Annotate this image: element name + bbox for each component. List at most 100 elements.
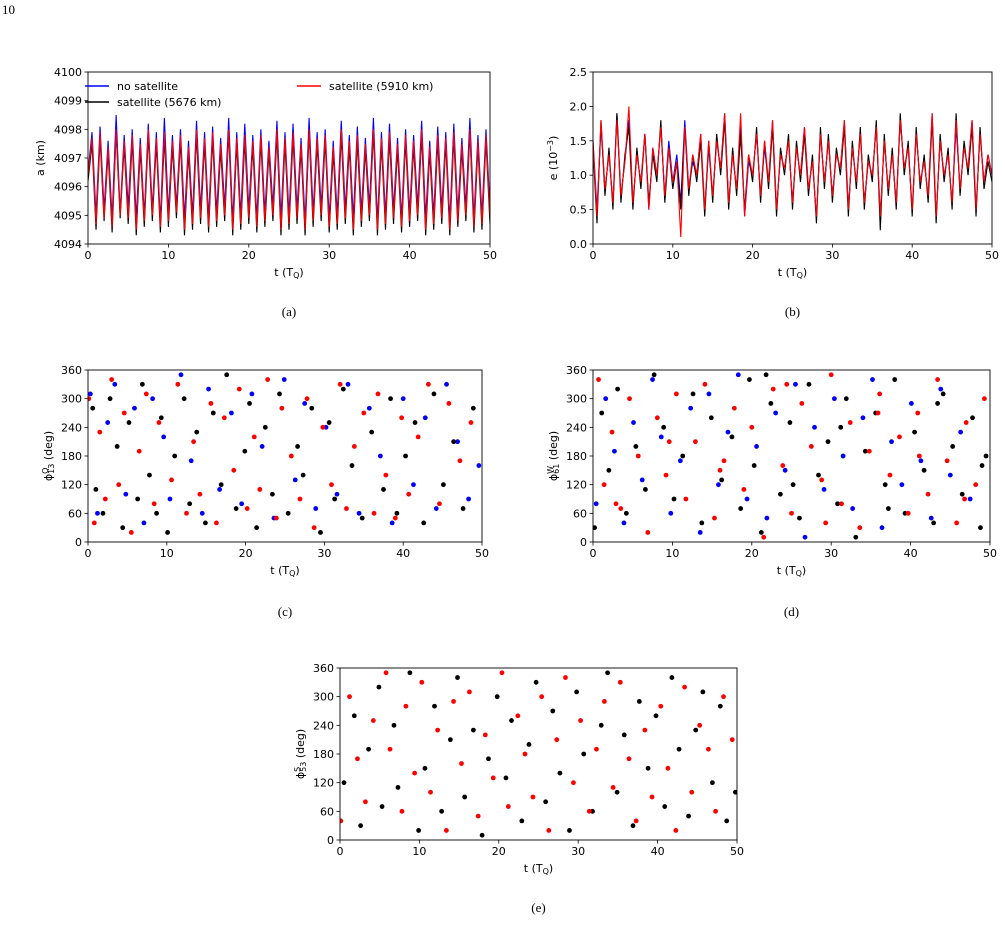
- point: [729, 434, 735, 440]
- y-tick-label: 0: [327, 834, 334, 847]
- y-tick-label: 300: [61, 393, 82, 406]
- point: [627, 396, 632, 402]
- point: [231, 467, 237, 473]
- x-tick-label: 0: [590, 249, 597, 262]
- point: [169, 477, 174, 483]
- point: [594, 746, 599, 752]
- y-tick-label: 2.5: [570, 66, 588, 79]
- point: [167, 496, 173, 502]
- figure-caption: (d): [784, 604, 799, 619]
- point: [151, 501, 157, 507]
- point: [940, 391, 946, 397]
- point: [671, 496, 677, 502]
- point: [460, 506, 466, 511]
- y-tick-label: 2.0: [570, 100, 588, 113]
- point: [729, 737, 735, 743]
- point: [816, 472, 821, 478]
- point: [970, 415, 975, 421]
- point: [88, 391, 93, 397]
- point: [132, 405, 137, 411]
- x-tick-label: 30: [824, 547, 838, 560]
- point: [721, 694, 726, 700]
- point: [892, 377, 898, 382]
- x-tick-label: 10: [666, 249, 680, 262]
- point: [415, 434, 421, 440]
- point: [318, 530, 323, 535]
- label-part: 13: [47, 464, 56, 474]
- point: [840, 453, 846, 459]
- point: [599, 410, 605, 416]
- point: [782, 467, 788, 473]
- point: [680, 453, 686, 459]
- point: [165, 530, 170, 535]
- point: [623, 510, 629, 516]
- point: [347, 694, 352, 700]
- point: [950, 444, 956, 449]
- point: [780, 463, 786, 468]
- point: [709, 780, 715, 786]
- point: [530, 794, 536, 800]
- point: [389, 520, 395, 526]
- point: [172, 453, 178, 459]
- point: [371, 510, 377, 516]
- point: [643, 487, 648, 492]
- label-part: −3: [546, 140, 555, 152]
- point: [433, 506, 439, 511]
- point: [601, 482, 607, 488]
- point: [716, 482, 721, 488]
- x-tick-label: 50: [983, 547, 997, 560]
- point: [403, 703, 409, 709]
- label-part: ): [547, 136, 560, 140]
- point: [889, 439, 894, 445]
- point: [300, 472, 306, 478]
- chart: 0 10 20 30 40 50 4094 4095 4096 4097 4098 4099 4100 t…: [34, 66, 497, 280]
- point: [983, 453, 989, 459]
- point: [602, 699, 607, 704]
- point: [519, 818, 525, 824]
- y-tick-label: 240: [61, 421, 82, 434]
- axes-frame: [592, 71, 993, 245]
- x-axis-label: t (TQ): [274, 266, 303, 280]
- point: [787, 420, 793, 425]
- point: [379, 804, 385, 809]
- point: [724, 818, 730, 824]
- point: [598, 722, 604, 728]
- point: [515, 713, 521, 719]
- x-tick-label: 50: [985, 249, 999, 262]
- x-axis-label: t (TQ): [777, 564, 806, 578]
- point: [596, 377, 601, 382]
- point: [432, 703, 437, 709]
- point: [199, 510, 205, 516]
- point: [116, 482, 122, 488]
- point: [935, 401, 940, 406]
- point: [370, 718, 376, 723]
- label-part: e (10: [547, 152, 560, 181]
- point: [451, 699, 456, 704]
- point: [676, 746, 682, 752]
- point: [654, 415, 660, 421]
- point: [482, 732, 488, 738]
- point: [194, 429, 200, 435]
- y-tick-label: 300: [566, 393, 587, 406]
- point: [770, 386, 776, 392]
- point: [963, 420, 969, 425]
- point: [388, 396, 393, 402]
- point: [361, 410, 367, 416]
- label-part: Q: [543, 867, 549, 876]
- point: [257, 487, 263, 492]
- point: [421, 520, 427, 526]
- point: [918, 458, 924, 464]
- point: [958, 429, 964, 435]
- point: [391, 722, 397, 728]
- point: [356, 510, 362, 516]
- point: [706, 391, 712, 397]
- x-tick-label: 20: [242, 249, 256, 262]
- point: [931, 520, 937, 526]
- legend-label: satellite (5910 km): [329, 80, 433, 93]
- point: [412, 770, 418, 776]
- point: [763, 372, 769, 378]
- y-tick-label: 360: [61, 364, 82, 377]
- x-tick-label: 40: [403, 249, 417, 262]
- label-part: t (T: [270, 564, 289, 577]
